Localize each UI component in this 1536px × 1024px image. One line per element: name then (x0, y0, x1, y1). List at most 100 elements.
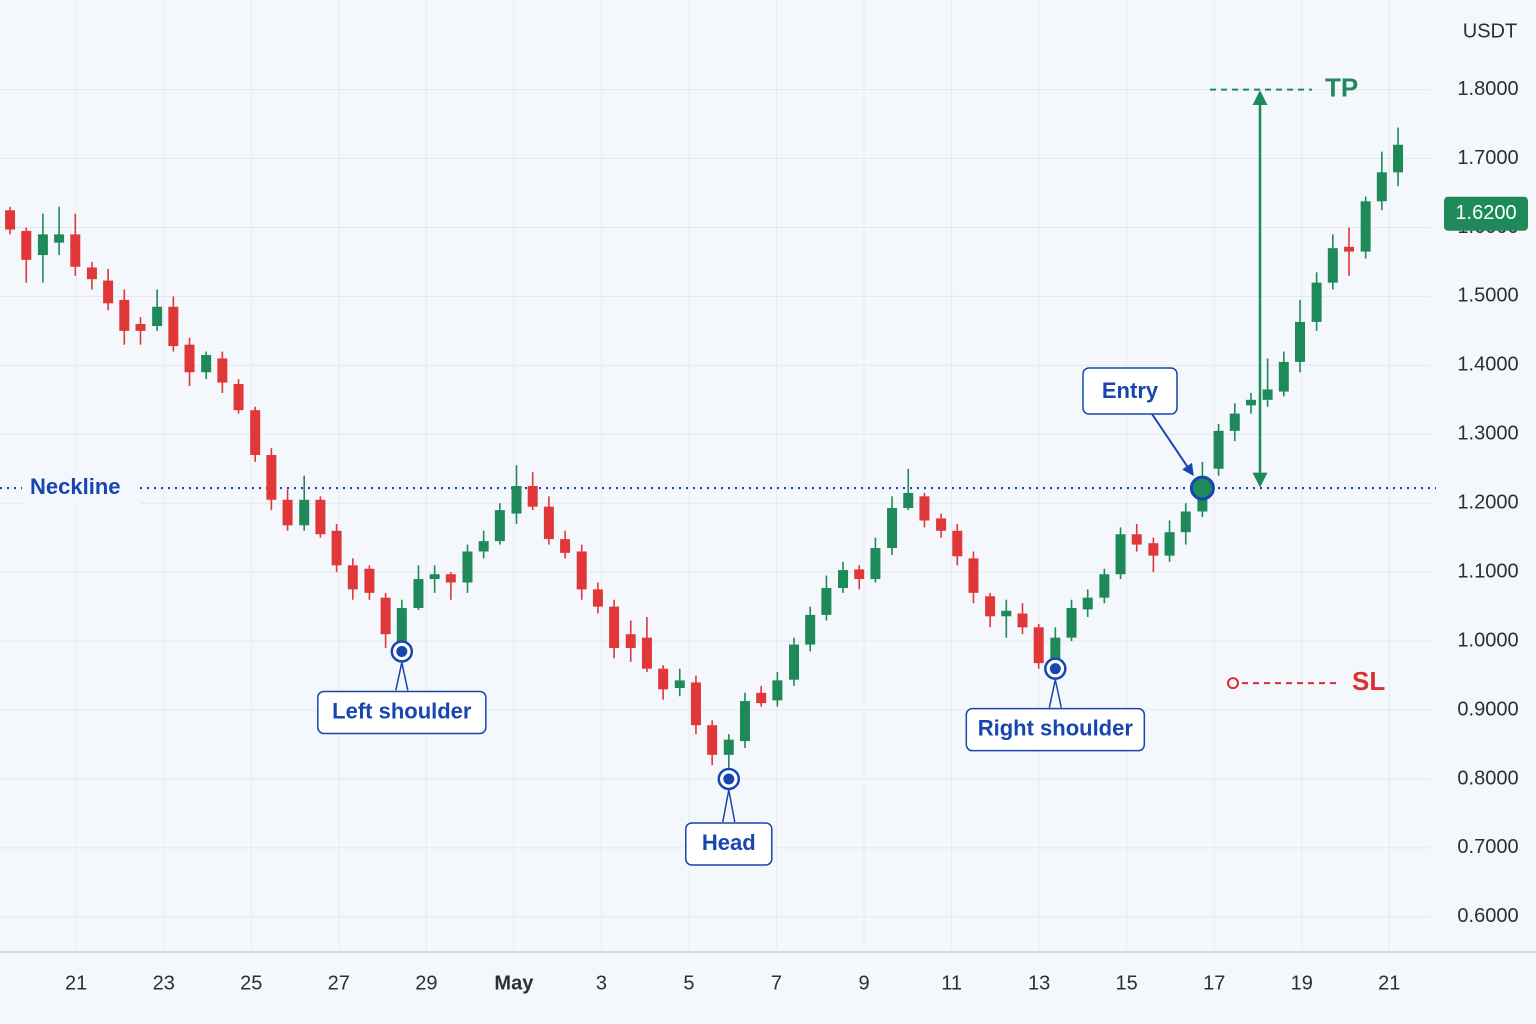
x-tick-label: 21 (1378, 972, 1400, 994)
candle-body (838, 570, 849, 589)
callout-box (317, 690, 487, 735)
entry-marker (1189, 475, 1215, 501)
candle-body (201, 355, 212, 373)
candle-body (1017, 613, 1028, 628)
y-tick-label: 1.3000 (1457, 423, 1518, 445)
last-price-box (1444, 196, 1528, 231)
y-tick-label: 1.1000 (1457, 560, 1518, 582)
candle-body (887, 508, 898, 549)
candle-body (936, 518, 947, 531)
candle-body (331, 530, 342, 566)
candle-body (347, 565, 358, 590)
candle-body (952, 530, 963, 557)
y-tick-label: 1.2000 (1457, 492, 1518, 514)
candle-body (266, 454, 277, 500)
neckline-label-bg (22, 472, 140, 505)
candle-body (103, 280, 114, 304)
candle-body (364, 568, 375, 593)
candle-body (609, 606, 620, 648)
callout-label: Left shoulder (332, 698, 472, 723)
candle-body (184, 344, 195, 373)
candle-body (54, 234, 65, 243)
candle-body (445, 574, 456, 583)
candle-body (168, 306, 179, 347)
candle-body (1066, 608, 1077, 638)
x-tick-label: 9 (858, 972, 869, 994)
x-tick-label: 17 (1203, 972, 1225, 994)
y-tick-label: 0.9000 (1457, 698, 1518, 720)
x-tick-label: 29 (415, 972, 437, 994)
candle-body (658, 668, 669, 690)
x-tick-label: 11 (941, 972, 962, 994)
last-price-label: 1.6200 (1455, 202, 1516, 224)
candle-body (707, 725, 718, 755)
candle-body (21, 230, 32, 260)
y-tick-label: 1.7000 (1457, 147, 1518, 169)
candle-body (919, 496, 930, 521)
y-tick-label: 0.6000 (1457, 905, 1518, 927)
candle-body (299, 499, 310, 526)
candle-body (1262, 389, 1273, 400)
tp-label: TP (1325, 72, 1358, 102)
candle-body (854, 569, 865, 580)
candle-body (462, 551, 473, 583)
candle-body (5, 210, 16, 230)
candle-body (1360, 201, 1371, 252)
candle-body (1050, 637, 1061, 662)
candle-body (1376, 172, 1387, 202)
y-tick-label: 0.8000 (1457, 767, 1518, 789)
y-unit: USDT (1463, 20, 1517, 42)
candle-body (789, 644, 800, 680)
candle-body (1164, 532, 1175, 556)
candle-body (1311, 282, 1322, 322)
candle-body (135, 323, 146, 331)
y-tick-label: 1.5000 (1457, 285, 1518, 307)
candle-body (233, 383, 244, 411)
candle-body (396, 608, 407, 648)
callout-box (685, 822, 773, 866)
candle-body (690, 682, 701, 726)
candle-body (70, 234, 81, 267)
y-tick-label: 1.4000 (1457, 354, 1518, 376)
y-tick-label: 1.8000 (1457, 78, 1518, 100)
x-tick-label: 19 (1291, 972, 1313, 994)
candle-body (739, 701, 750, 742)
candle-body (1148, 543, 1159, 556)
candle-body (1131, 534, 1142, 545)
sl-marker (1227, 677, 1239, 690)
candle-body (1001, 610, 1012, 617)
callout-box (1082, 367, 1178, 415)
candle-body (1099, 574, 1110, 598)
candle-body (250, 410, 261, 455)
candle-body (1180, 511, 1191, 533)
candle-body (560, 539, 571, 553)
callout-label: Entry (1102, 378, 1159, 403)
candle-body (592, 589, 603, 607)
x-tick-label: 21 (65, 972, 87, 994)
callout-label: Right shoulder (978, 715, 1134, 740)
candle-body (217, 358, 228, 383)
entry-arrow (1151, 413, 1194, 477)
candle-body (1327, 248, 1338, 283)
callout-box (965, 707, 1146, 752)
candle-body (772, 680, 783, 701)
x-tick-label: 23 (153, 972, 175, 994)
candle-body (543, 506, 554, 540)
x-tick-label: 7 (771, 972, 782, 994)
y-tick-label: 1.0000 (1457, 629, 1518, 651)
candle-body (1115, 534, 1126, 575)
candle-body (1344, 246, 1355, 252)
x-tick-label: 3 (596, 972, 607, 994)
candle-body (413, 579, 424, 609)
x-tick-label: 5 (683, 972, 694, 994)
x-tick-label: 13 (1028, 972, 1050, 994)
candle-body (723, 739, 734, 755)
candle-body (903, 492, 914, 509)
candle-body (478, 541, 489, 552)
neckline-label: Neckline (30, 474, 121, 499)
candle-body (86, 267, 97, 280)
point-marker (723, 773, 735, 785)
x-tick-label: May (494, 972, 534, 994)
